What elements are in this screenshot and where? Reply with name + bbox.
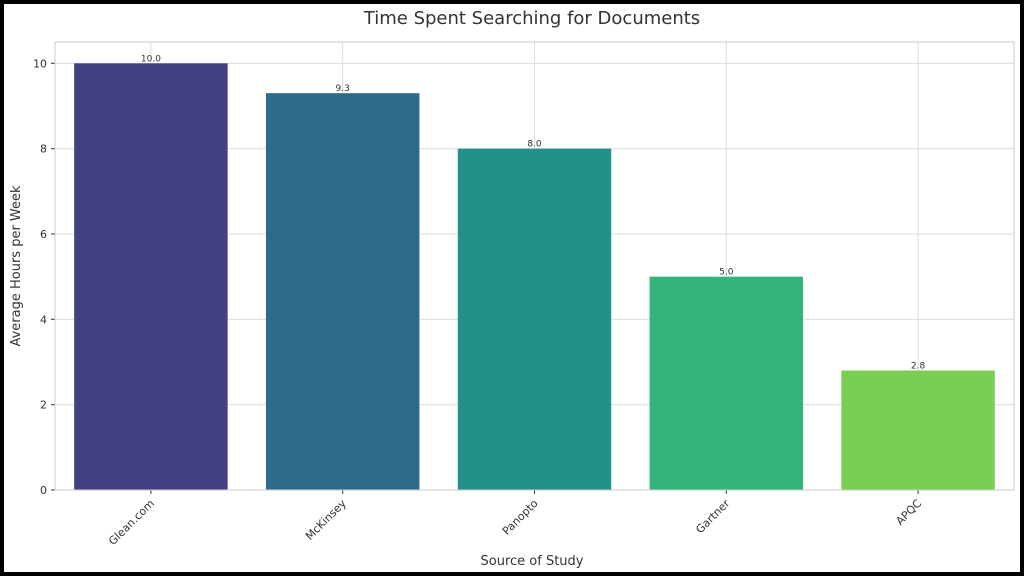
bars bbox=[74, 63, 995, 490]
bar-value-label: 9.3 bbox=[336, 84, 350, 94]
x-tick-label: McKinsey bbox=[303, 497, 349, 543]
y-tick-label: 6 bbox=[40, 228, 47, 241]
chart-title: Time Spent Searching for Documents bbox=[363, 8, 700, 29]
x-tick-label: APQC bbox=[893, 497, 924, 528]
x-tick-label: Glean.com bbox=[106, 497, 157, 548]
bar-glean-com bbox=[74, 63, 228, 490]
chart-frame: Time Spent Searching for Documents 10.0 9… bbox=[4, 4, 1020, 572]
x-tick-label: Gartner bbox=[693, 497, 732, 536]
data-labels: 10.0 9.3 8.0 5.0 2.8 bbox=[141, 54, 926, 371]
y-tick-label: 4 bbox=[40, 313, 47, 326]
y-ticks: 0 2 4 6 8 10 bbox=[33, 57, 55, 497]
y-tick-label: 2 bbox=[40, 399, 47, 412]
bar-chart: Time Spent Searching for Documents 10.0 9… bbox=[9, 8, 1015, 569]
x-tick-label: Panopto bbox=[500, 497, 541, 538]
plot-area-border bbox=[54, 41, 1015, 491]
bar-panopto bbox=[457, 148, 612, 490]
bar-mckinsey bbox=[265, 93, 420, 490]
x-axis-label: Source of Study bbox=[481, 554, 584, 569]
x-ticks: Glean.com McKinsey Panopto Gartner APQC bbox=[106, 490, 924, 548]
y-tick-label: 8 bbox=[40, 143, 47, 156]
bar-value-label: 5.0 bbox=[719, 268, 734, 278]
bar-value-label: 2.8 bbox=[911, 362, 926, 372]
y-tick-label: 10 bbox=[33, 57, 47, 70]
y-axis-label: Average Hours per Week bbox=[9, 185, 24, 347]
bar-value-label: 8.0 bbox=[527, 140, 542, 150]
bar-apqc bbox=[841, 370, 995, 490]
bar-gartner bbox=[649, 276, 804, 490]
y-tick-label: 0 bbox=[40, 484, 47, 497]
bar-value-label: 10.0 bbox=[141, 54, 161, 64]
